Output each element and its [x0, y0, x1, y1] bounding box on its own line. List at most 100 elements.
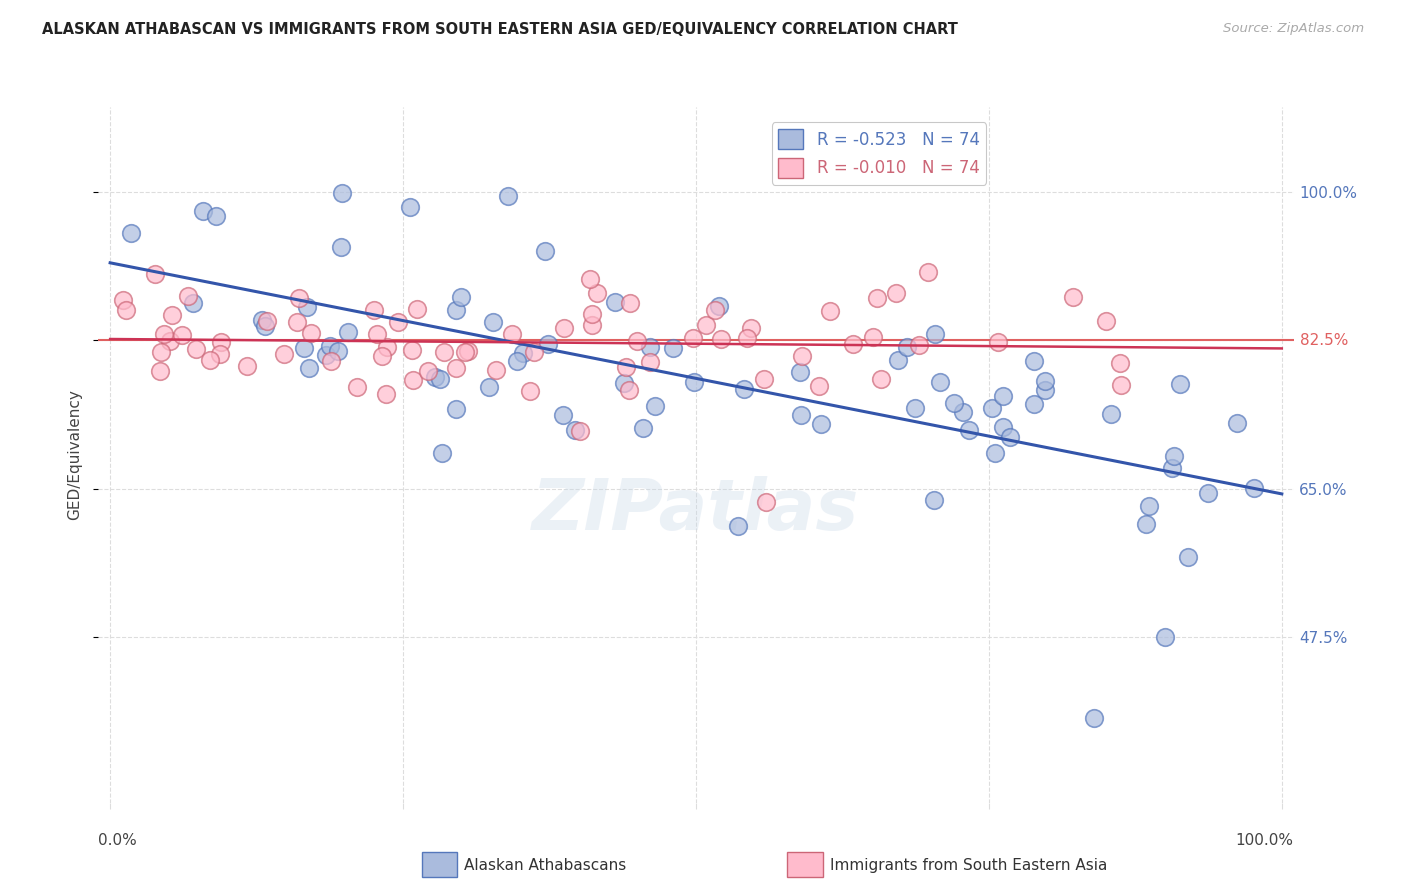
- Point: [957, 423, 980, 437]
- Text: 82.5%: 82.5%: [1301, 333, 1348, 348]
- Point: [991, 420, 1014, 434]
- Point: [193, 203, 215, 218]
- Point: [1033, 374, 1056, 388]
- Point: [205, 209, 228, 223]
- Point: [375, 387, 398, 401]
- Point: [1163, 449, 1185, 463]
- Point: [534, 244, 557, 258]
- Point: [942, 396, 965, 410]
- Text: ZIPatlas: ZIPatlas: [533, 476, 859, 545]
- Point: [842, 336, 865, 351]
- Point: [1083, 711, 1105, 725]
- Point: [236, 359, 259, 373]
- Point: [512, 346, 534, 360]
- Point: [292, 341, 315, 355]
- Point: [254, 319, 277, 334]
- Text: ALASKAN ATHABASCAN VS IMMIGRANTS FROM SOUTH EASTERN ASIA GED/EQUIVALENCY CORRELA: ALASKAN ATHABASCAN VS IMMIGRANTS FROM SO…: [42, 22, 957, 37]
- Point: [553, 321, 575, 335]
- Point: [336, 325, 359, 339]
- Point: [453, 345, 475, 359]
- Point: [1226, 416, 1249, 430]
- Point: [581, 307, 603, 321]
- Point: [810, 417, 832, 432]
- Point: [457, 344, 479, 359]
- Point: [298, 361, 321, 376]
- Point: [318, 339, 340, 353]
- Point: [904, 401, 927, 416]
- Point: [1022, 354, 1045, 368]
- Point: [1197, 486, 1219, 500]
- Text: Source: ZipAtlas.com: Source: ZipAtlas.com: [1223, 22, 1364, 36]
- Point: [662, 341, 685, 355]
- Point: [987, 335, 1010, 350]
- Point: [754, 372, 776, 386]
- Point: [484, 363, 506, 377]
- Point: [402, 373, 425, 387]
- Point: [450, 290, 472, 304]
- Point: [638, 354, 661, 368]
- Point: [506, 354, 529, 368]
- Point: [501, 327, 523, 342]
- Point: [710, 332, 733, 346]
- Point: [695, 318, 717, 333]
- Point: [579, 272, 602, 286]
- Point: [626, 334, 648, 348]
- Point: [908, 338, 931, 352]
- Point: [330, 240, 353, 254]
- Point: [250, 312, 273, 326]
- Point: [740, 321, 762, 335]
- Point: [683, 375, 706, 389]
- Point: [143, 267, 166, 281]
- Point: [870, 372, 893, 386]
- Point: [170, 328, 193, 343]
- Point: [444, 302, 467, 317]
- Point: [929, 375, 952, 389]
- Point: [564, 423, 586, 437]
- Point: [644, 400, 666, 414]
- Point: [159, 334, 181, 348]
- Point: [613, 376, 636, 390]
- Point: [297, 300, 319, 314]
- Point: [1109, 378, 1132, 392]
- Point: [399, 200, 422, 214]
- Text: 100.0%: 100.0%: [1236, 832, 1294, 847]
- Point: [375, 340, 398, 354]
- Point: [112, 293, 135, 307]
- Point: [321, 354, 343, 368]
- Point: [287, 291, 309, 305]
- Point: [429, 372, 451, 386]
- Point: [299, 326, 322, 340]
- Point: [568, 424, 591, 438]
- Point: [866, 291, 889, 305]
- Point: [519, 384, 541, 398]
- Point: [418, 364, 440, 378]
- Point: [709, 299, 731, 313]
- Point: [176, 289, 198, 303]
- Point: [790, 350, 813, 364]
- Point: [423, 369, 446, 384]
- Point: [605, 294, 627, 309]
- Point: [120, 227, 142, 241]
- Point: [363, 302, 385, 317]
- Legend: R = -0.523   N = 74, R = -0.010   N = 74: R = -0.523 N = 74, R = -0.010 N = 74: [772, 122, 987, 185]
- Point: [585, 285, 607, 300]
- Point: [581, 318, 603, 332]
- Point: [619, 296, 641, 310]
- Point: [884, 285, 907, 300]
- Point: [149, 363, 172, 377]
- Point: [553, 408, 575, 422]
- Point: [924, 327, 946, 342]
- Point: [1033, 383, 1056, 397]
- Text: Alaskan Athabascans: Alaskan Athabascans: [464, 858, 626, 872]
- Point: [330, 186, 353, 200]
- Point: [614, 359, 637, 374]
- Text: Immigrants from South Eastern Asia: Immigrants from South Eastern Asia: [830, 858, 1107, 872]
- Point: [1168, 377, 1191, 392]
- Point: [887, 353, 910, 368]
- Point: [983, 445, 1005, 459]
- Point: [186, 343, 208, 357]
- Point: [366, 327, 388, 342]
- Point: [256, 314, 278, 328]
- Point: [285, 315, 308, 329]
- Point: [387, 315, 409, 329]
